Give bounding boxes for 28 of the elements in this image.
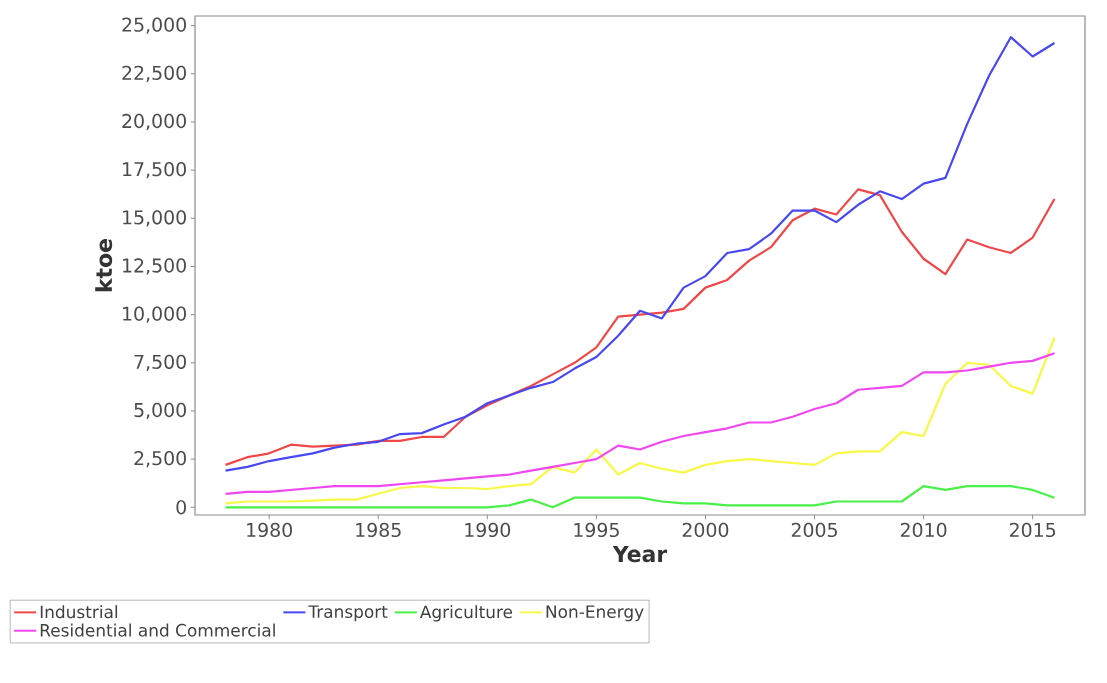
legend-label: Agriculture bbox=[419, 605, 513, 622]
x-tick-label: 1995 bbox=[574, 522, 619, 538]
y-tick-label: 0 bbox=[176, 500, 186, 515]
x-tick-label: 1980 bbox=[247, 522, 292, 538]
y-tick-label: 5,000 bbox=[134, 402, 186, 420]
line-series bbox=[224, 188, 1056, 467]
legend-label: Non-Energy bbox=[546, 605, 644, 622]
x-tick-label: 2015 bbox=[1009, 522, 1056, 538]
y-axis-title: ktoe bbox=[95, 239, 113, 292]
y-tick-label: 25,000 bbox=[122, 17, 186, 34]
legend-label: Residential and Commercial bbox=[40, 623, 275, 637]
legend-label: Industrial bbox=[40, 605, 118, 619]
x-tick-label: 1990 bbox=[465, 522, 511, 538]
x-tick-label: 2000 bbox=[682, 522, 729, 538]
x-axis-title: Year bbox=[612, 545, 668, 563]
x-tick-label: 2010 bbox=[900, 522, 947, 538]
y-tick-label: 20,000 bbox=[122, 113, 186, 131]
x-tick-label: 2005 bbox=[791, 522, 837, 538]
x-tick-label: 1985 bbox=[356, 522, 401, 538]
y-tick-label: 17,500 bbox=[123, 162, 186, 179]
y-tick-label: 7,500 bbox=[134, 354, 186, 371]
legend-label: Transport bbox=[308, 605, 388, 622]
y-tick-label: 2,500 bbox=[134, 451, 186, 468]
line-series bbox=[224, 36, 1056, 472]
y-tick-label: 12,500 bbox=[123, 258, 186, 275]
y-tick-label: 10,000 bbox=[123, 306, 186, 323]
y-tick-label: 22,500 bbox=[122, 65, 186, 82]
y-tick-label: 15,000 bbox=[123, 210, 186, 227]
